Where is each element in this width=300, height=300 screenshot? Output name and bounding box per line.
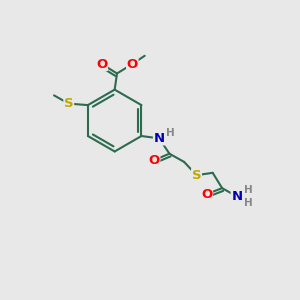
Text: O: O xyxy=(148,154,160,167)
Text: O: O xyxy=(127,58,138,70)
Text: S: S xyxy=(64,97,74,110)
Text: H: H xyxy=(166,128,175,138)
Text: N: N xyxy=(231,190,242,203)
Text: H: H xyxy=(244,198,252,208)
Text: O: O xyxy=(201,188,212,200)
Text: N: N xyxy=(154,132,165,145)
Text: O: O xyxy=(96,58,107,70)
Text: H: H xyxy=(244,185,252,195)
Text: S: S xyxy=(192,169,201,182)
